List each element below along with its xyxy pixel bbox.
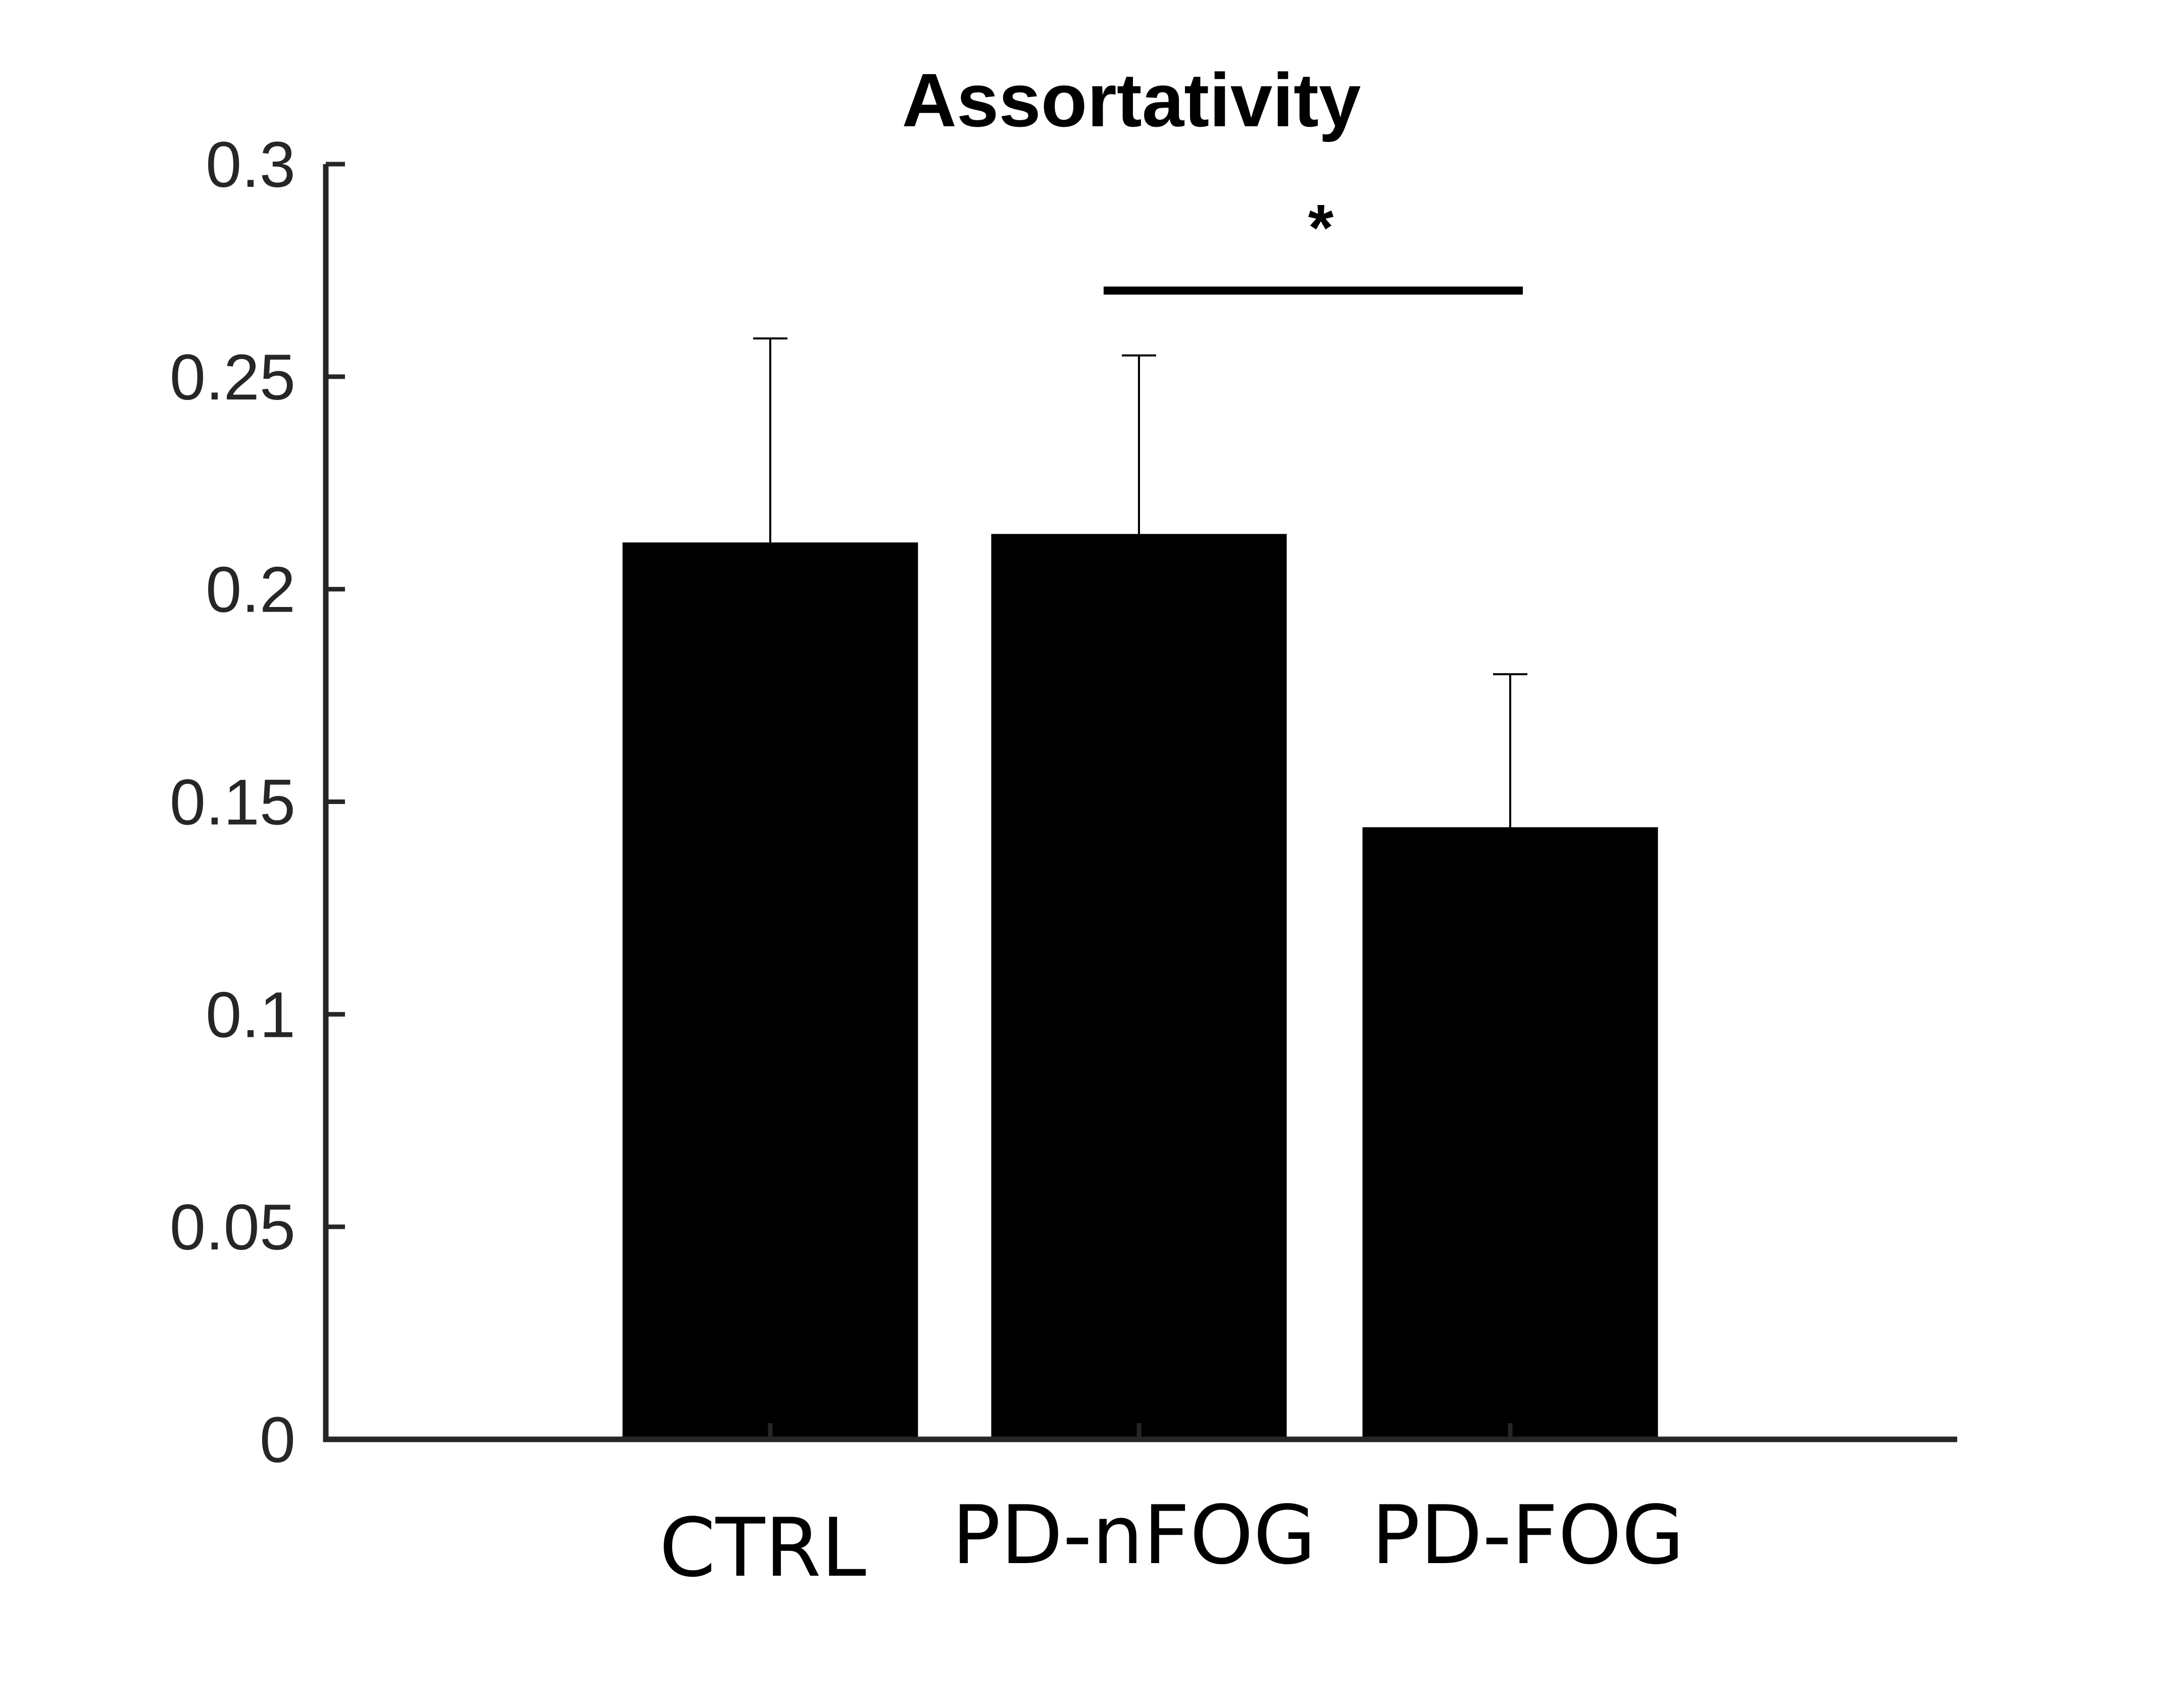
x-tick-label-ctrl: CTRL — [659, 1500, 866, 1595]
bar-ctrl — [622, 542, 918, 1439]
chart-title: Assortativity — [902, 58, 1361, 142]
y-tick-label: 0.25 — [170, 341, 295, 414]
y-tick-label: 0.1 — [206, 979, 295, 1051]
significance-label: * — [1308, 190, 1334, 264]
bar-pd-fog — [1362, 827, 1658, 1439]
bars-group — [622, 534, 1658, 1439]
y-tick-label: 0 — [260, 1404, 295, 1476]
y-tick-label: 0.3 — [206, 129, 295, 201]
y-tick-label: 0.15 — [170, 767, 295, 839]
y-ticks-group: 0 0.05 0.1 0.15 0.2 0.25 0.3 — [170, 129, 345, 1476]
x-tick-label-pd-fog: PD-FOG — [1371, 1488, 1684, 1582]
y-tick-label: 0.05 — [170, 1191, 295, 1264]
x-tick-label-pd-nfog: PD-nFOG — [952, 1488, 1316, 1582]
y-tick-label: 0.2 — [206, 554, 295, 626]
significance-group: * — [1104, 190, 1523, 295]
bar-pd-nfog — [991, 534, 1287, 1439]
error-bars-group — [753, 337, 1527, 827]
x-ticks-group: CTRL PD-nFOG PD-FOG — [659, 1423, 1684, 1595]
